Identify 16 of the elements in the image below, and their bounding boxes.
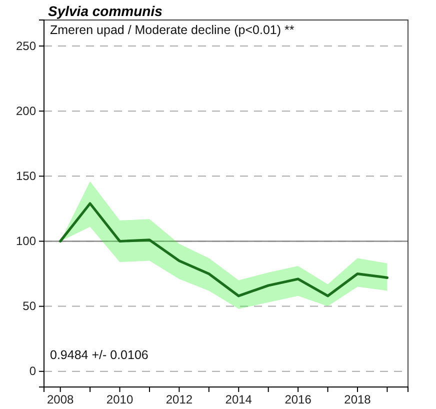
line-series bbox=[59, 202, 388, 298]
x-tick-label: 2008 bbox=[46, 392, 74, 407]
x-tick-label: 2010 bbox=[106, 392, 134, 407]
x-tick-label: 2012 bbox=[166, 392, 193, 407]
x-tick-label: 2018 bbox=[344, 392, 372, 407]
y-tick-label: 0 bbox=[29, 364, 36, 378]
y-tick-label: 50 bbox=[22, 299, 36, 314]
y-tick-label: 250 bbox=[16, 38, 36, 53]
annotation: Zmeren upad / Moderate decline (p<0.01) ** bbox=[50, 23, 294, 37]
x-tick-label: 2014 bbox=[225, 392, 252, 407]
y-tick-label: 100 bbox=[16, 234, 36, 248]
annotation: 0.9484 +/- 0.0106 bbox=[50, 348, 148, 362]
y-tick-label: 150 bbox=[16, 169, 36, 184]
y-tick-label: 200 bbox=[16, 104, 36, 118]
chart-title: Sylvia communis bbox=[48, 3, 163, 19]
x-tick-label: 2016 bbox=[284, 392, 312, 407]
